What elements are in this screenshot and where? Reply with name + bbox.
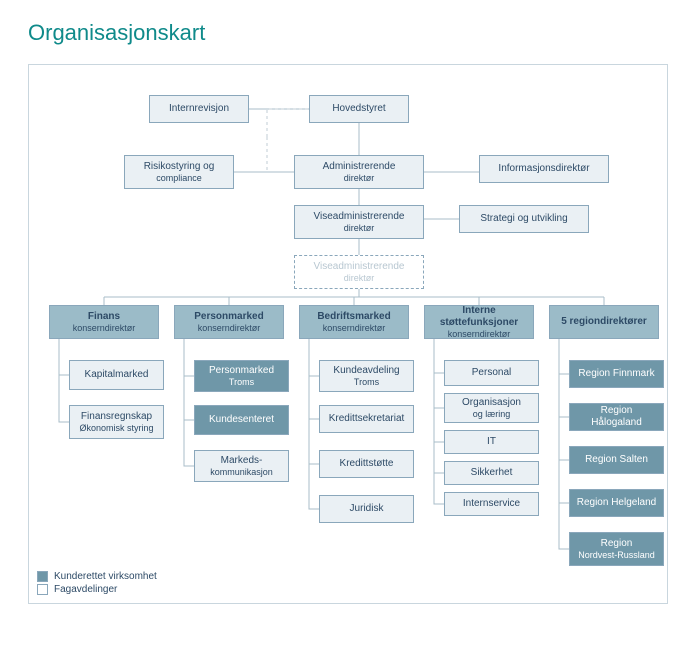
org-node-markkom: Markeds-kommunikasjon xyxy=(194,450,289,482)
org-node-it: IT xyxy=(444,430,539,454)
org-node-rhelge: Region Helgeland xyxy=(569,489,664,517)
page-title: Organisasjonskart xyxy=(28,20,656,46)
org-node-personal: Personal xyxy=(444,360,539,386)
legend-swatch-light xyxy=(37,584,48,595)
org-node-h_person: Personmarkedkonserndirektør xyxy=(174,305,284,339)
org-node-kapital: Kapitalmarked xyxy=(69,360,164,390)
org-node-h_intern: Interne støttefunksjonerkonserndirektør xyxy=(424,305,534,339)
org-node-finregn: FinansregnskapØkonomisk styring xyxy=(69,405,164,439)
legend-label: Fagavdelinger xyxy=(54,584,117,595)
legend-label: Kunderettet virksomhet xyxy=(54,571,157,582)
org-node-kundesent: Kundesenteret xyxy=(194,405,289,435)
org-node-rhaloga: Region Hålogaland xyxy=(569,403,664,431)
org-node-sikkerhet: Sikkerhet xyxy=(444,461,539,485)
org-node-rfinnmark: Region Finnmark xyxy=(569,360,664,388)
org-node-strategi: Strategi og utvikling xyxy=(459,205,589,233)
org-node-orglaering: Organisasjonog læring xyxy=(444,393,539,423)
legend-swatch-dark xyxy=(37,571,48,582)
org-node-viseadm2: Viseadministrerendedirektør xyxy=(294,255,424,289)
legend-item: Kunderettet virksomhet xyxy=(37,571,157,582)
org-node-admdir: Administrerendedirektør xyxy=(294,155,424,189)
org-node-internrev: Internrevisjon xyxy=(149,95,249,123)
legend-item: Fagavdelinger xyxy=(37,584,157,595)
org-node-h_bedrift: Bedriftsmarkedkonserndirektør xyxy=(299,305,409,339)
org-node-infodir: Informasjonsdirektør xyxy=(479,155,609,183)
org-node-h_finans: Finanskonserndirektør xyxy=(49,305,159,339)
org-node-hovedstyret: Hovedstyret xyxy=(309,95,409,123)
org-node-kredittst: Kredittstøtte xyxy=(319,450,414,478)
org-node-internserv: Internservice xyxy=(444,492,539,516)
org-chart: Kunderettet virksomhet Fagavdelinger Int… xyxy=(28,64,668,604)
legend: Kunderettet virksomhet Fagavdelinger xyxy=(37,569,157,595)
org-node-h_region: 5 regiondirektører xyxy=(549,305,659,339)
org-node-juridisk: Juridisk xyxy=(319,495,414,523)
org-node-viseadm: Viseadministrerendedirektør xyxy=(294,205,424,239)
org-node-rnvrus: RegionNordvest-Russland xyxy=(569,532,664,566)
org-node-kredittsek: Kredittsekretariat xyxy=(319,405,414,433)
org-node-rsalten: Region Salten xyxy=(569,446,664,474)
org-node-kundetroms: KundeavdelingTroms xyxy=(319,360,414,392)
org-node-risiko: Risikostyring ogcompliance xyxy=(124,155,234,189)
org-node-pmtroms: PersonmarkedTroms xyxy=(194,360,289,392)
